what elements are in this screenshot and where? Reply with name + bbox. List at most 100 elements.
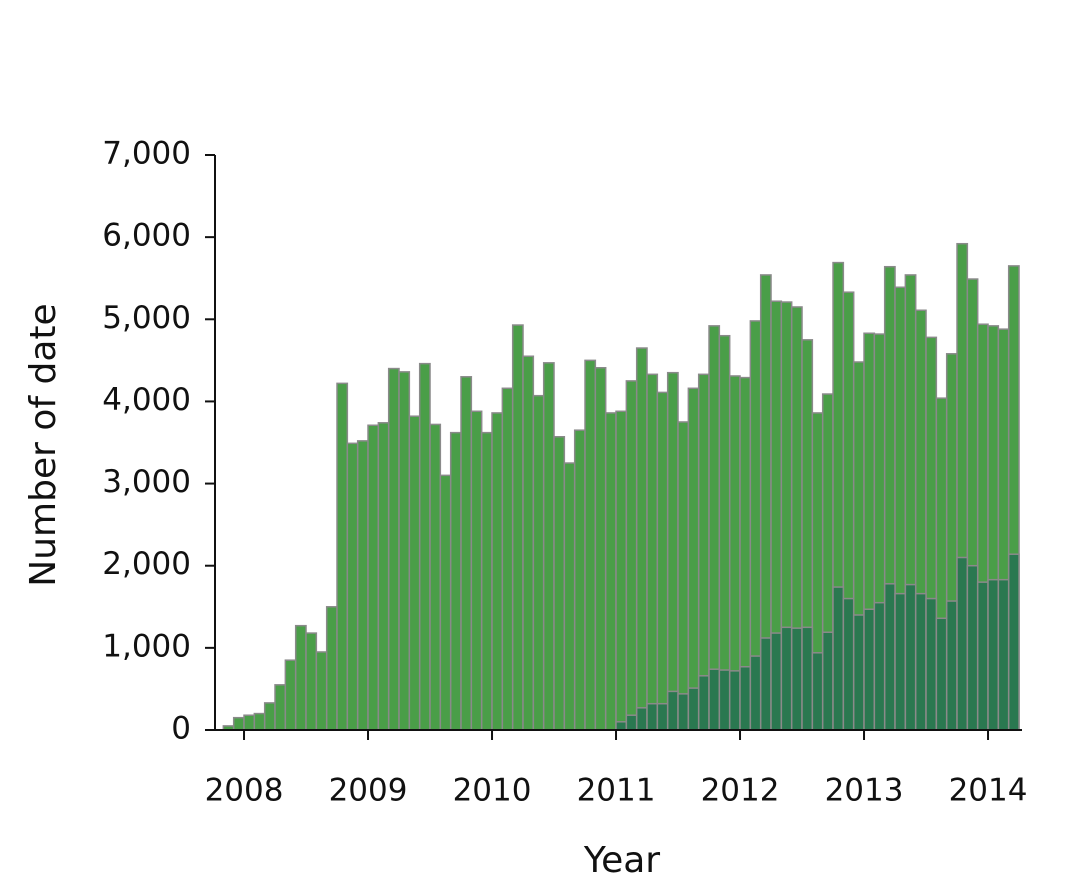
y-tick-label: 2,000 [102,546,191,582]
bar [387,367,400,731]
bar [625,380,638,731]
bar [646,373,659,731]
bar [925,597,938,731]
bar [935,617,948,731]
bar [594,367,607,731]
bar [491,412,504,731]
bar [604,412,617,731]
bar [832,586,845,731]
x-tick-label: 2008 [205,773,284,809]
bar [336,382,349,731]
bar [635,707,648,731]
bar [966,564,979,731]
bar [997,578,1010,731]
bar [584,359,597,731]
bar [749,655,762,731]
bar [656,391,669,731]
bar [635,347,648,731]
y-tick-label: 3,000 [102,464,191,500]
bar [501,387,514,731]
bar [945,600,958,731]
y-axis-title: Number of date [23,303,64,586]
bar [904,583,917,731]
bar [253,712,266,731]
y-tick-label: 1,000 [102,628,191,664]
bar [625,714,638,731]
bar [470,410,483,731]
y-tick-label: 5,000 [102,300,191,336]
bar [615,721,628,731]
bar [553,436,566,731]
bar [708,668,721,731]
bar [666,690,679,731]
bar [976,581,989,731]
bar [232,716,245,731]
bar [398,371,411,731]
bar [677,693,690,731]
bar [563,462,576,731]
bar [532,394,545,731]
bar [811,652,824,731]
bar [315,651,328,731]
bar [883,583,896,731]
bar [480,431,493,731]
bar [718,669,731,731]
bar [439,474,452,731]
x-tick-label: 2009 [329,773,408,809]
x-tick-label: 2011 [577,773,656,809]
x-axis-title: Year [583,840,660,881]
y-tick-label: 4,000 [102,382,191,418]
bar [1007,553,1020,731]
bar [914,592,927,731]
bar [646,702,659,731]
bar [429,423,442,731]
bar [294,624,307,731]
bar [305,632,318,731]
x-tick-label: 2012 [701,773,780,809]
bar [325,606,338,731]
bar [666,371,679,731]
bar [656,702,669,731]
x-tick-label: 2013 [825,773,904,809]
bar [894,592,907,731]
bar [522,355,535,731]
bar [687,387,700,731]
bar [263,702,276,731]
bar [615,410,628,731]
x-tick-label: 2010 [453,773,532,809]
y-tick-label: 7,000 [102,136,191,172]
bar [697,675,710,731]
bar [956,556,969,731]
bar [377,422,390,731]
bar [759,637,772,731]
bar [542,362,555,731]
x-tick-label: 2014 [949,773,1028,809]
bar [243,714,256,731]
bar [739,666,752,731]
bar [284,659,297,731]
bar [842,597,855,731]
bar [728,670,741,731]
bar [873,601,886,731]
y-tick-label: 6,000 [102,218,191,254]
bar [770,632,783,731]
bar [356,440,369,731]
bar [511,324,524,731]
bar [449,431,462,731]
bar [863,608,876,731]
y-tick-label: 0 [171,711,191,747]
bar [408,415,421,731]
bar [573,429,586,731]
bar [274,684,287,731]
bar [418,362,431,731]
bar [987,578,1000,731]
bar [346,442,359,731]
bar [790,627,803,731]
bar [801,626,814,731]
bar [821,631,834,731]
bar [852,614,865,731]
bar [780,626,793,731]
bar [460,376,473,731]
bar [677,421,690,731]
